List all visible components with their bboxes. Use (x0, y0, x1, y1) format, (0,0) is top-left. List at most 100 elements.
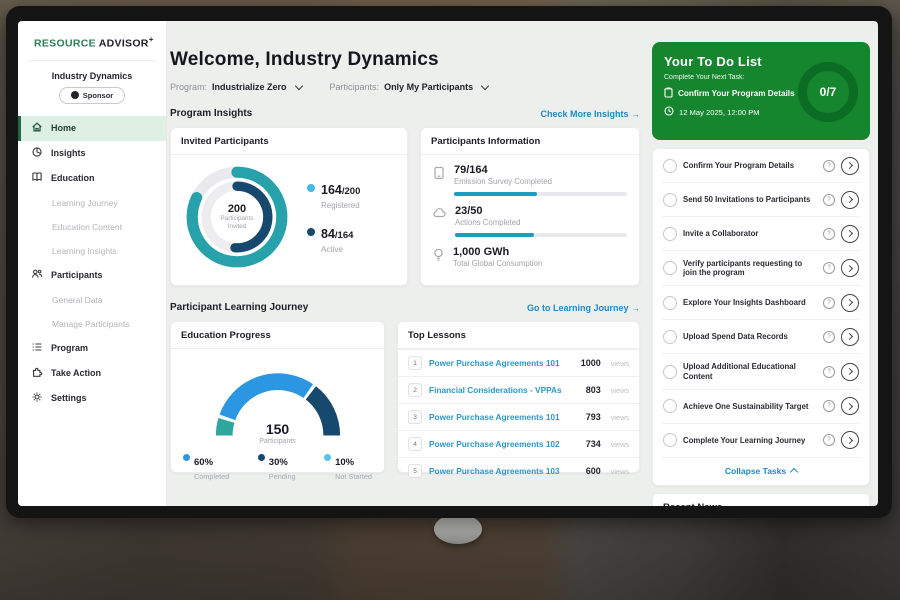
task-label: Complete Your Learning Journey (683, 435, 806, 445)
task-row[interactable]: Upload Additional Educational Content ? (662, 354, 860, 390)
help-icon[interactable]: ? (823, 296, 835, 309)
pending-label: Pending (268, 472, 296, 481)
help-icon[interactable]: ? (823, 434, 835, 447)
sidebar-item-label: Home (51, 123, 77, 133)
sidebar-item-settings[interactable]: Settings (18, 386, 166, 411)
task-checkbox[interactable] (663, 261, 677, 276)
invited-participants-card: Invited Participants 200 (170, 127, 408, 286)
task-go-button[interactable] (841, 259, 859, 278)
sidebar-item-program[interactable]: Program (18, 336, 166, 361)
task-go-button[interactable] (841, 190, 859, 209)
help-icon[interactable]: ? (823, 365, 835, 378)
help-icon[interactable]: ? (823, 330, 835, 343)
chevron-right-icon (845, 229, 854, 238)
task-checkbox[interactable] (663, 192, 677, 207)
donut-center: 200 Participants Invited (181, 161, 293, 273)
lesson-link[interactable]: Power Purchase Agreements 103 (429, 466, 560, 476)
clipboard-icon (664, 87, 673, 100)
task-go-button[interactable] (841, 431, 859, 450)
top-lessons-card: Top Lessons 1 Power Purchase Agreements … (397, 321, 640, 478)
filters-row: Program: Industrialize Zero Participants… (170, 81, 648, 92)
task-row[interactable]: Invite a Collaborator ? (662, 217, 860, 251)
dashboard-screen: RESOURCE ADVISOR+ Industry Dynamics Spon… (18, 21, 878, 506)
task-checkbox[interactable] (663, 433, 677, 448)
task-checkbox[interactable] (663, 399, 677, 414)
task-row[interactable]: Verify participants requesting to join t… (662, 251, 860, 287)
sidebar-item-label: Learning Insights (52, 245, 117, 256)
todo-next-task: Confirm Your Program Details (664, 87, 858, 100)
stat-label: Total Global Consumption (453, 259, 543, 269)
sidebar-item-insights[interactable]: Insights (18, 141, 166, 166)
task-row[interactable]: Explore Your Insights Dashboard ? (662, 286, 860, 321)
task-row[interactable]: Confirm Your Program Details ? (662, 149, 860, 183)
task-go-button[interactable] (841, 224, 859, 243)
lesson-row: 4 Power Purchase Agreements 102 734 view… (398, 430, 639, 457)
task-checkbox[interactable] (663, 295, 677, 310)
chevron-right-icon (845, 436, 854, 444)
help-icon[interactable]: ? (823, 193, 835, 206)
lesson-link[interactable]: Power Purchase Agreements 101 (429, 358, 560, 368)
chevron-right-icon (845, 333, 854, 341)
sidebar-item-take-action[interactable]: Take Action (18, 361, 166, 386)
help-icon[interactable]: ? (823, 262, 835, 275)
collapse-tasks-link[interactable]: Collapse Tasks (662, 458, 860, 485)
task-row[interactable]: Send 50 Invitations to Participants ? (662, 183, 860, 217)
task-label: Confirm Your Program Details (683, 160, 795, 170)
participants-filter[interactable]: Participants: Only My Participants (330, 81, 490, 92)
sidebar-item-education[interactable]: Education (18, 166, 166, 191)
brand-primary: RESOURCE (34, 37, 96, 50)
sidebar-item-label: Program (51, 343, 89, 353)
todo-subtitle: Complete Your Next Task: (664, 74, 745, 81)
education-gauge-chart: 150 Participants (196, 359, 360, 445)
people-icon (31, 268, 43, 282)
task-row[interactable]: Upload Spend Data Records ? (662, 320, 860, 355)
participants-information-card: Participants Information 79/164 Emission… (420, 127, 640, 286)
task-checkbox[interactable] (663, 158, 677, 173)
task-go-button[interactable] (841, 293, 859, 312)
task-checkbox[interactable] (663, 329, 677, 344)
card-title: Top Lessons (398, 322, 639, 349)
sidebar-item-participants[interactable]: Participants (18, 263, 166, 288)
task-row[interactable]: Complete Your Learning Journey ? (662, 424, 860, 458)
task-go-button[interactable] (841, 397, 859, 416)
task-go-button[interactable] (841, 362, 859, 381)
task-checkbox[interactable] (663, 226, 677, 241)
sidebar-item-home[interactable]: Home (18, 115, 166, 141)
not-started-label: Not Started (335, 472, 372, 481)
rank-badge: 1 (408, 356, 422, 370)
sidebar-item-learning-insights[interactable]: Learning Insights (18, 239, 166, 263)
lightbulb-icon (433, 246, 444, 267)
task-go-button[interactable] (841, 156, 859, 175)
go-to-learning-journey-link[interactable]: Go to Learning Journey → (526, 302, 640, 313)
help-icon[interactable]: ? (823, 227, 835, 240)
lesson-link[interactable]: Power Purchase Agreements 101 (429, 412, 560, 422)
task-checkbox[interactable] (663, 364, 677, 379)
help-icon[interactable]: ? (823, 400, 835, 413)
sponsor-badge: Sponsor (59, 86, 125, 104)
todo-due: 12 May 2025, 12:00 PM (664, 106, 858, 118)
check-more-insights-link[interactable]: Check More Insights → (540, 108, 640, 119)
help-icon[interactable]: ? (823, 159, 835, 172)
insights-cards-row: Invited Participants 200 (170, 127, 648, 286)
chevron-right-icon (845, 299, 854, 307)
lesson-link[interactable]: Financial Considerations - VPPAs (429, 385, 562, 395)
completed-pct: 60% (194, 457, 214, 468)
views-label: views (610, 466, 629, 476)
book-icon (31, 171, 43, 185)
sidebar-item-label: General Data (52, 294, 103, 305)
active-value: 84 (321, 226, 335, 241)
completed-label: Completed (194, 472, 230, 481)
sponsor-icon (70, 91, 79, 99)
section-title: Participant Learning Journey (170, 302, 309, 313)
sidebar-item-manage-participants[interactable]: Manage Participants (18, 312, 166, 336)
sidebar-item-general-data[interactable]: General Data (18, 288, 166, 312)
task-go-button[interactable] (841, 327, 859, 346)
lesson-link[interactable]: Power Purchase Agreements 102 (429, 439, 560, 449)
home-icon (31, 121, 43, 135)
sidebar-item-learning-journey[interactable]: Learning Journey (18, 191, 166, 215)
program-filter[interactable]: Program: Industrialize Zero (170, 81, 303, 92)
sidebar-item-education-content[interactable]: Education Content (18, 215, 166, 239)
task-row[interactable]: Achieve One Sustainability Target ? (662, 390, 860, 424)
task-label: Upload Spend Data Records (683, 332, 788, 342)
progress-fill (454, 192, 538, 197)
